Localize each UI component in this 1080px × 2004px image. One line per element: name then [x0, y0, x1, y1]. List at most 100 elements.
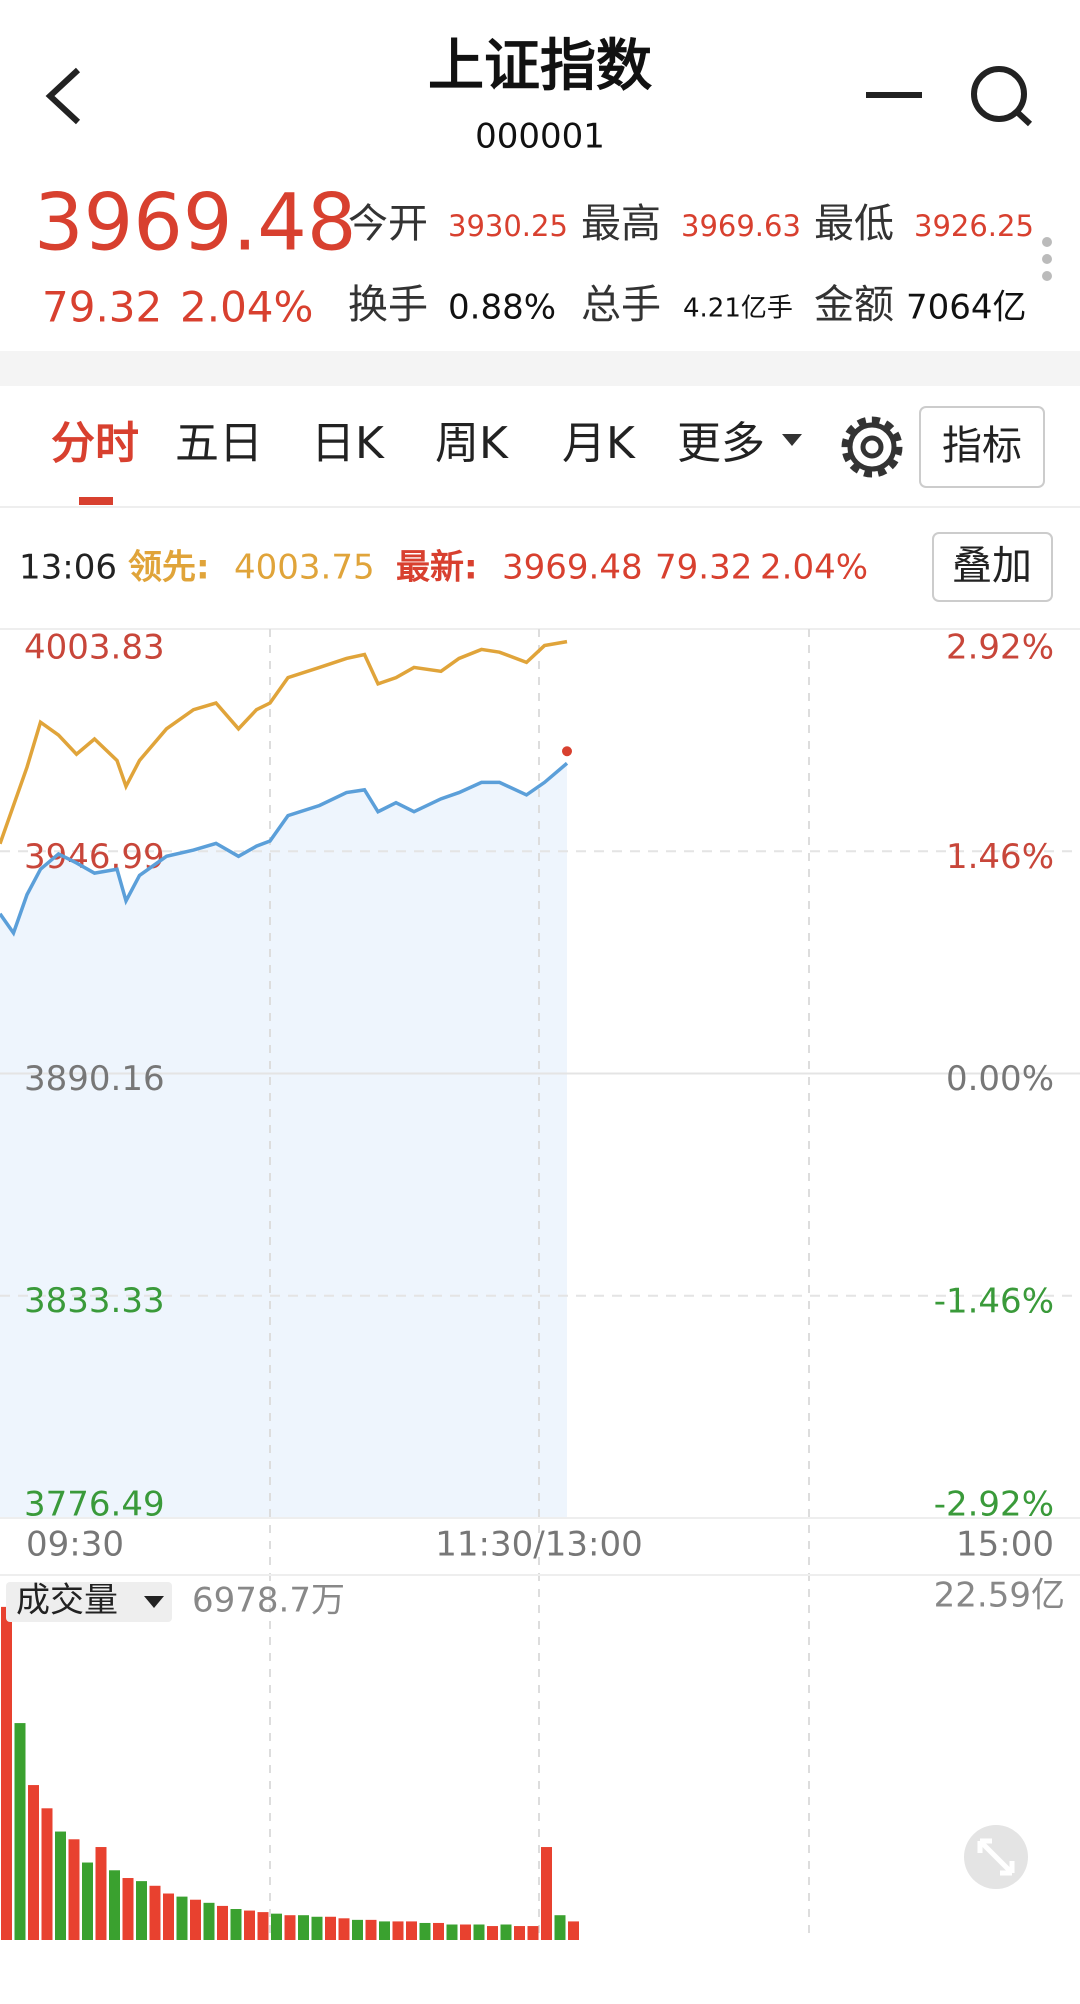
volume-bar	[82, 1862, 93, 1940]
settings-button[interactable]	[841, 416, 903, 478]
stat-value: 0.88%	[448, 288, 556, 328]
y2-tick-label: 2.92%	[946, 628, 1054, 668]
volume-bar	[1, 1606, 12, 1940]
divider	[0, 351, 1080, 386]
volume-bar	[284, 1915, 296, 1940]
line-series	[0, 761, 569, 937]
y-tick-label: 4003.83	[24, 628, 165, 668]
stat-value: 3926.25	[914, 209, 1034, 243]
stat-label: 金额	[814, 282, 894, 328]
volume-bar	[68, 1839, 80, 1940]
more-arrow	[782, 434, 802, 446]
volume-bar	[244, 1910, 255, 1940]
volume-bar	[176, 1896, 188, 1940]
volume-bar	[190, 1899, 201, 1940]
stat-label: 最低	[814, 201, 894, 247]
x-tick-label: 15:00	[956, 1525, 1054, 1565]
stat-value: 7064亿	[906, 288, 1027, 328]
stat-label: 总手	[581, 282, 661, 328]
volume-bar	[95, 1847, 107, 1940]
volume-bar	[298, 1915, 309, 1940]
volume-bar	[541, 1847, 552, 1940]
change: 79.32	[42, 283, 162, 332]
stat-value: 3969.63	[681, 209, 801, 243]
volume-bar	[406, 1921, 417, 1940]
back-button[interactable]	[45, 67, 81, 125]
volume-bar	[379, 1921, 390, 1940]
y2-tick-label: 1.46%	[946, 837, 1054, 877]
volume-bar	[419, 1922, 431, 1940]
percent: 2.04%	[180, 283, 313, 332]
volume-bar	[433, 1922, 444, 1940]
lead-label: 领先:	[128, 548, 210, 588]
volume-bar	[149, 1885, 161, 1940]
volume-selector[interactable]	[6, 1582, 172, 1622]
volume-bar	[122, 1878, 134, 1940]
volume-bar	[338, 1918, 350, 1940]
latest-change: 79.32	[655, 548, 752, 588]
tab[interactable]: 月K	[562, 418, 636, 469]
latest-percent: 2.04%	[760, 548, 868, 588]
volume-bar	[257, 1912, 269, 1940]
volume-bar	[41, 1808, 53, 1940]
lead-value: 4003.75	[234, 548, 375, 588]
volume-bar	[271, 1913, 282, 1940]
volume-bar	[203, 1902, 215, 1940]
volume-bar	[460, 1924, 471, 1940]
tab-underline	[79, 497, 113, 505]
volume-label: 成交量	[16, 1581, 118, 1621]
volume-bar	[14, 1723, 26, 1940]
more-dots[interactable]	[1042, 237, 1052, 281]
stat-label: 最高	[581, 201, 661, 247]
volume-bar	[109, 1870, 120, 1940]
tab[interactable]: 五日	[175, 418, 263, 469]
volume-bar	[500, 1924, 512, 1940]
latest-label: 最新:	[396, 548, 478, 588]
tab[interactable]: 分时	[51, 418, 139, 469]
volume-bar	[28, 1785, 39, 1940]
volume-bar	[554, 1915, 566, 1940]
volume-bar	[514, 1926, 525, 1940]
volume-bar	[392, 1921, 404, 1940]
y-tick-label: 3946.99	[24, 837, 165, 877]
volume-bar	[527, 1926, 539, 1940]
volume-bar	[352, 1919, 363, 1940]
last-dot	[562, 746, 572, 757]
indicator-label: 指标	[942, 423, 1022, 469]
price-area	[0, 763, 567, 1518]
tab[interactable]: 更多	[677, 418, 765, 469]
volume-bar	[163, 1893, 174, 1940]
y-tick-label: 3833.33	[24, 1281, 165, 1321]
volume-bar	[487, 1926, 498, 1940]
volume-bar	[136, 1881, 147, 1940]
search-button[interactable]	[971, 66, 1033, 127]
x-tick-label: 09:30	[26, 1525, 124, 1565]
volume-bar	[55, 1831, 66, 1940]
stat-value: 4.21亿手	[683, 294, 793, 324]
volume-max: 22.59亿	[934, 1576, 1065, 1616]
tab[interactable]: 日K	[311, 418, 385, 469]
volume-bar	[473, 1924, 485, 1940]
overlay-button[interactable]	[932, 532, 1053, 602]
indicator-button[interactable]	[919, 406, 1045, 488]
info-time: 13:06	[19, 548, 117, 588]
expand-button[interactable]	[964, 1825, 1028, 1889]
volume-arrow	[144, 1596, 164, 1608]
volume-bar	[325, 1916, 336, 1940]
latest-value: 3969.48	[502, 548, 643, 588]
volume-current: 6978.7万	[192, 1581, 345, 1621]
y2-tick-label: -1.46%	[934, 1281, 1054, 1321]
tab[interactable]: 周K	[435, 418, 509, 469]
volume-bar	[230, 1909, 242, 1940]
line-series	[0, 639, 568, 845]
volume-bar	[568, 1921, 579, 1940]
overlay-label: 叠加	[952, 543, 1032, 589]
volume-bar	[446, 1924, 458, 1940]
code: 000001	[475, 117, 605, 157]
y2-tick-label: 0.00%	[946, 1059, 1054, 1099]
title: 上证指数	[428, 34, 652, 99]
x-tick-label: 11:30/13:00	[435, 1525, 642, 1565]
volume-bar	[311, 1916, 323, 1940]
stat-label: 换手	[348, 282, 428, 328]
